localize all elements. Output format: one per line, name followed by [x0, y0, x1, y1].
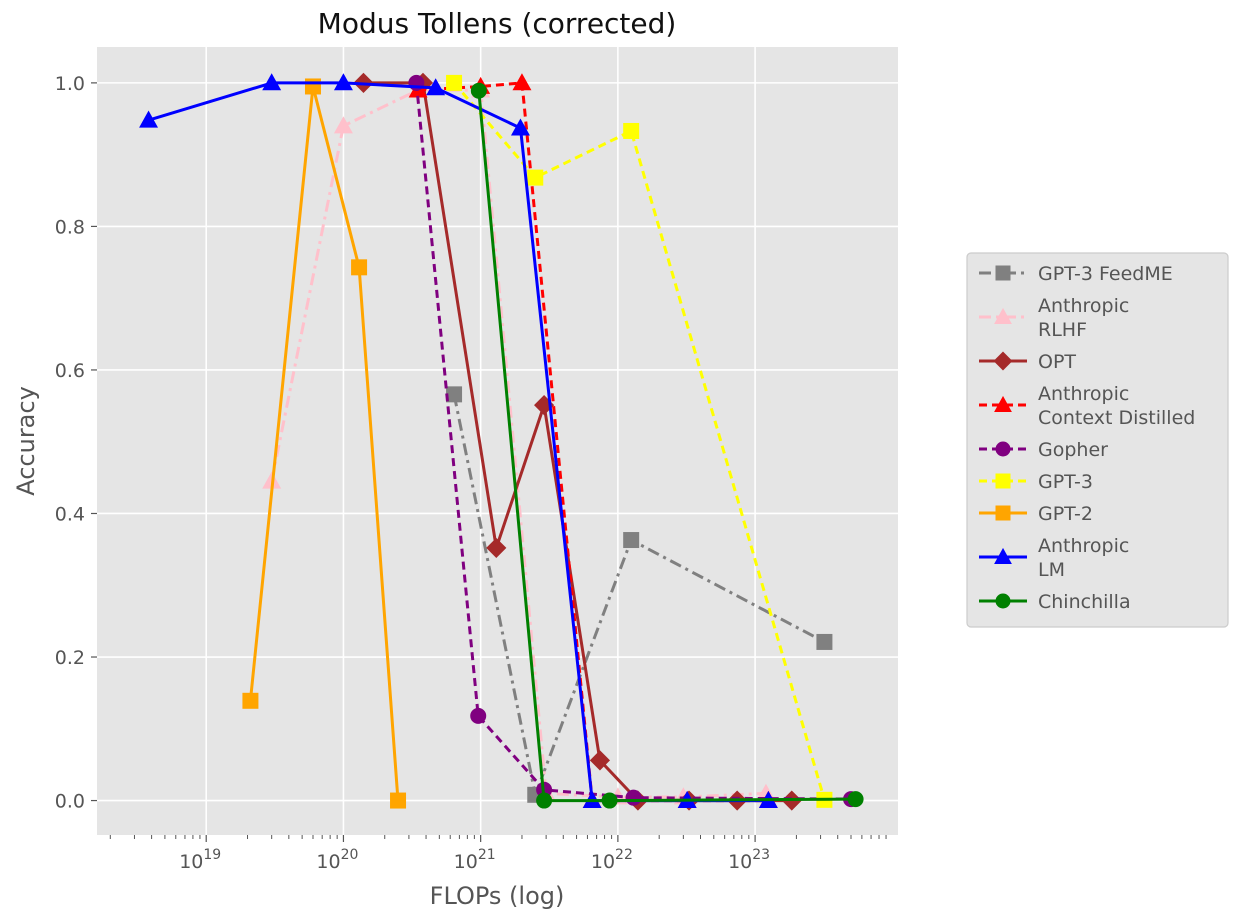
- legend-label: Context Distilled: [1038, 407, 1195, 429]
- legend-frame: [966, 252, 1229, 628]
- legend-label: Anthropic: [1038, 535, 1129, 557]
- data-point: [536, 792, 553, 809]
- legend-marker: [995, 441, 1011, 457]
- legend-marker: [994, 307, 1012, 324]
- data-point: [351, 259, 368, 276]
- data-point: [426, 78, 446, 96]
- data-point: [446, 74, 463, 91]
- data-point: [527, 169, 544, 186]
- series-line: [452, 394, 826, 797]
- legend-label: Chinchilla: [1038, 591, 1131, 613]
- legend-label: Anthropic: [1038, 295, 1129, 317]
- plot-area: [97, 47, 898, 835]
- series-line: [270, 88, 767, 799]
- series-line: [452, 81, 826, 801]
- x-tick-label: 1023: [728, 847, 770, 873]
- series-line: [248, 85, 400, 801]
- y-tick-label: 0.0: [55, 791, 85, 813]
- x-ticks: 1019 1020 1021 1022 1023: [109, 835, 887, 873]
- data-point: [601, 792, 618, 809]
- y-tick-label: 0.4: [55, 503, 85, 525]
- legend-label: OPT: [1038, 351, 1076, 373]
- y-ticks: 0.0 0.2 0.4 0.6 0.8 1.0: [55, 73, 97, 813]
- data-point: [333, 116, 353, 134]
- legend-label: RLHF: [1038, 319, 1087, 341]
- data-point: [623, 532, 640, 549]
- x-tick-label: 1021: [454, 847, 496, 873]
- legend-label: Gopher: [1038, 439, 1108, 461]
- data-point: [242, 692, 259, 709]
- chart-title: Modus Tollens (corrected): [318, 7, 677, 40]
- legend: GPT-3 FeedMEAnthropicRLHFOPTAnthropicCon…: [966, 252, 1229, 628]
- data-point: [470, 82, 487, 99]
- legend-marker: [994, 395, 1012, 412]
- legend-marker: [995, 505, 1011, 521]
- data-point: [304, 78, 321, 95]
- data-point: [262, 73, 282, 91]
- x-tick-label: 1020: [316, 847, 358, 873]
- x-tick-label: 1019: [179, 847, 221, 873]
- data-point: [847, 791, 864, 808]
- legend-label: GPT-3: [1038, 471, 1093, 493]
- legend-marker: [995, 593, 1011, 609]
- series-layer: [139, 72, 864, 811]
- series-line: [477, 90, 856, 803]
- legend-marker: [995, 265, 1011, 281]
- data-point: [623, 122, 640, 139]
- legend-marker: [995, 473, 1011, 489]
- y-tick-label: 0.6: [55, 360, 85, 382]
- legend-label: GPT-3 FeedME: [1038, 263, 1173, 285]
- data-point: [512, 73, 532, 91]
- data-point: [625, 789, 642, 806]
- data-point: [470, 707, 487, 724]
- legend-label: Anthropic: [1038, 383, 1129, 405]
- x-axis-label: FLOPs (log): [430, 882, 565, 910]
- series-line: [418, 81, 769, 803]
- series-gpt-2: [242, 78, 407, 809]
- data-point: [486, 537, 507, 559]
- legend-label: GPT-2: [1038, 503, 1093, 525]
- series-gpt-3-feedme: [446, 386, 833, 803]
- legend-marker: [993, 351, 1013, 371]
- legend-marker: [994, 547, 1012, 564]
- legend-label: LM: [1038, 559, 1065, 581]
- x-tick-label: 1022: [591, 847, 633, 873]
- data-point: [510, 118, 530, 136]
- data-point: [390, 792, 407, 809]
- series-chinchilla: [470, 82, 864, 809]
- data-point: [816, 633, 833, 650]
- data-point: [139, 110, 159, 128]
- y-axis-label: Accuracy: [12, 386, 40, 496]
- data-point: [589, 750, 611, 771]
- data-point: [333, 73, 353, 91]
- y-tick-label: 0.2: [55, 647, 85, 669]
- y-tick-label: 1.0: [55, 73, 85, 95]
- y-tick-label: 0.8: [55, 216, 85, 238]
